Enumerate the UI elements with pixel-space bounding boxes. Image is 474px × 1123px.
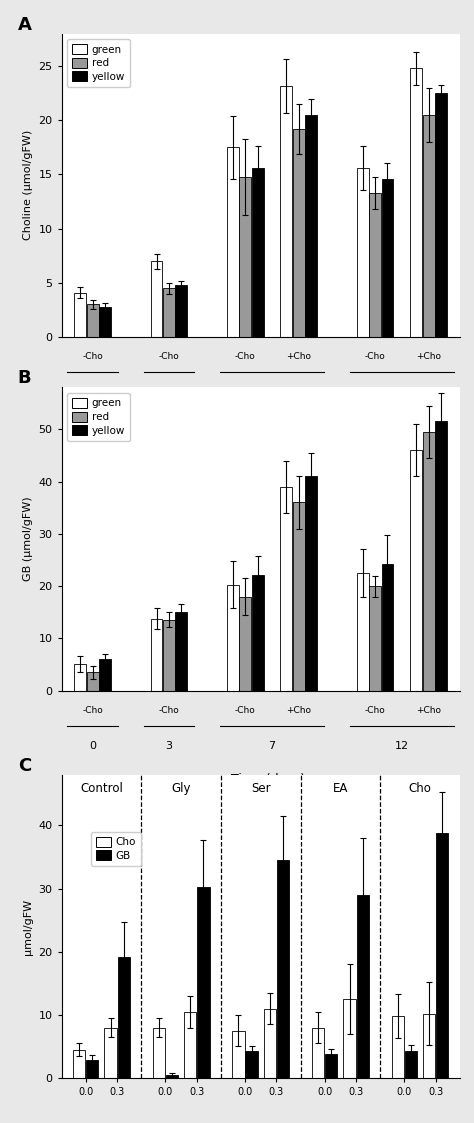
Bar (293, 129, 305, 337)
Text: Time (days): Time (days) (231, 773, 305, 785)
Text: -Cho: -Cho (82, 353, 103, 362)
Bar (423, 115, 435, 337)
Bar (312, 1028, 324, 1078)
Text: +Cho: +Cho (416, 353, 441, 362)
Text: +Cho: +Cho (286, 706, 311, 715)
Bar (246, 1051, 258, 1078)
Legend: green, red, yellow: green, red, yellow (67, 39, 130, 88)
Text: Cho: Cho (409, 783, 431, 795)
Bar (175, 612, 187, 691)
Bar (305, 476, 317, 691)
Text: B: B (18, 369, 31, 387)
Bar (252, 575, 264, 691)
Legend: green, red, yellow: green, red, yellow (67, 393, 130, 441)
Bar (356, 895, 369, 1078)
Bar (99, 307, 111, 337)
Text: +Cho: +Cho (286, 353, 311, 362)
Bar (73, 1050, 85, 1078)
Bar (151, 619, 163, 691)
Text: -Cho: -Cho (82, 706, 103, 715)
Bar (197, 887, 210, 1078)
Bar (325, 1054, 337, 1078)
Bar (99, 659, 111, 691)
Bar (392, 1016, 404, 1078)
Y-axis label: μmol/gFW: μmol/gFW (23, 898, 33, 955)
Bar (369, 193, 381, 337)
Bar (74, 664, 86, 691)
Text: +Cho: +Cho (416, 706, 441, 715)
Bar (184, 1012, 196, 1078)
Bar (305, 115, 317, 337)
Text: 12: 12 (395, 387, 409, 396)
Text: -Cho: -Cho (365, 353, 385, 362)
Bar (357, 168, 369, 337)
Bar (369, 586, 381, 691)
Text: 0: 0 (89, 387, 96, 396)
Bar (357, 573, 369, 691)
Legend: Cho, GB: Cho, GB (91, 832, 141, 866)
Bar (239, 176, 251, 337)
Bar (293, 502, 305, 691)
Text: EA: EA (333, 783, 348, 795)
Text: 3: 3 (165, 741, 173, 750)
Text: -Cho: -Cho (235, 706, 255, 715)
Bar (405, 1051, 417, 1078)
Bar (153, 1028, 165, 1078)
Bar (343, 999, 356, 1078)
Bar (410, 450, 422, 691)
Y-axis label: Choline (μmol/gFW): Choline (μmol/gFW) (23, 130, 33, 240)
Bar (436, 833, 448, 1078)
Text: Time (days): Time (days) (231, 419, 305, 431)
Bar (232, 1031, 245, 1078)
Bar (104, 1028, 117, 1078)
Bar (410, 69, 422, 337)
Bar (239, 596, 251, 691)
Text: A: A (18, 16, 32, 34)
Bar (423, 1014, 435, 1078)
Text: C: C (18, 757, 31, 775)
Bar (163, 620, 175, 691)
Y-axis label: GB (μmol/gFW): GB (μmol/gFW) (23, 496, 33, 582)
Text: -Cho: -Cho (158, 706, 179, 715)
Bar (382, 564, 393, 691)
Text: Ser: Ser (251, 783, 271, 795)
Text: 7: 7 (268, 387, 275, 396)
Bar (435, 93, 447, 337)
Bar (281, 486, 292, 691)
Bar (227, 147, 239, 337)
Bar (227, 584, 239, 691)
Text: Gly: Gly (171, 783, 191, 795)
Text: -Cho: -Cho (158, 353, 179, 362)
Bar (163, 289, 175, 337)
Bar (74, 292, 86, 337)
Bar (118, 957, 130, 1078)
Text: -Cho: -Cho (365, 706, 385, 715)
Text: 3: 3 (165, 387, 173, 396)
Bar (423, 432, 435, 691)
Bar (435, 421, 447, 691)
Bar (382, 179, 393, 337)
Bar (277, 860, 289, 1078)
Bar (264, 1008, 276, 1078)
Bar (87, 304, 99, 337)
Bar (281, 85, 292, 337)
Text: 7: 7 (268, 741, 275, 750)
Text: 12: 12 (395, 741, 409, 750)
Bar (87, 673, 99, 691)
Text: 0: 0 (89, 741, 96, 750)
Bar (166, 1075, 178, 1078)
Bar (86, 1060, 99, 1078)
Text: -Cho: -Cho (235, 353, 255, 362)
Text: Control: Control (80, 783, 123, 795)
Bar (252, 168, 264, 337)
Bar (175, 285, 187, 337)
Bar (151, 262, 163, 337)
